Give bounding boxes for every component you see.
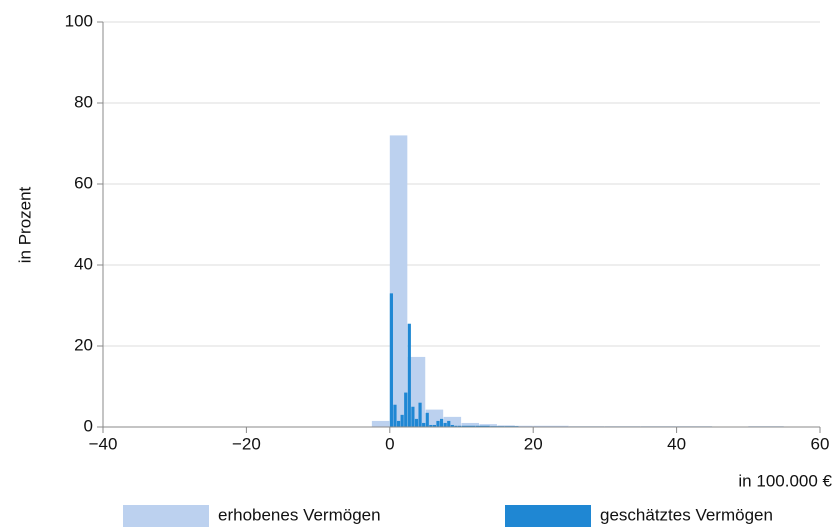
bar <box>418 402 422 427</box>
bar <box>439 418 444 427</box>
bar <box>404 392 408 427</box>
bar <box>371 420 390 427</box>
bar <box>447 420 451 427</box>
bar <box>515 425 533 427</box>
y-tick-label: 20 <box>74 335 93 354</box>
bar <box>533 425 569 427</box>
bar <box>461 425 476 427</box>
legend-swatch <box>123 505 209 527</box>
bar <box>457 425 462 427</box>
x-tick-label: 40 <box>667 434 686 453</box>
bar <box>389 293 393 427</box>
bar <box>393 404 397 427</box>
x-tick-label: −20 <box>232 434 261 453</box>
bar <box>429 424 433 427</box>
bar <box>407 323 411 427</box>
legend-label: geschätztes Vermögen <box>600 505 773 524</box>
y-axis-label: in Prozent <box>15 186 34 263</box>
y-tick-label: 60 <box>74 173 93 192</box>
legend-label: erhobenes Vermögen <box>218 505 381 524</box>
x-tick-label: 0 <box>385 434 394 453</box>
bar <box>414 418 419 427</box>
y-tick-label: 40 <box>74 254 93 273</box>
x-axis-label: in 100.000 € <box>738 471 832 490</box>
bar <box>450 424 454 427</box>
bar <box>400 414 404 427</box>
bar <box>443 422 447 427</box>
x-tick-label: 20 <box>524 434 543 453</box>
x-tick-label: −40 <box>89 434 118 453</box>
bar <box>389 135 408 427</box>
x-tick-label: 60 <box>811 434 830 453</box>
y-tick-label: 100 <box>65 11 93 30</box>
y-tick-label: 0 <box>84 416 93 435</box>
bar <box>454 425 458 427</box>
bar <box>396 420 401 427</box>
bar <box>422 422 426 427</box>
bar <box>425 412 429 427</box>
bar <box>411 406 415 427</box>
bar <box>432 424 437 427</box>
bar <box>461 422 480 427</box>
y-tick-label: 80 <box>74 92 93 111</box>
bar <box>475 425 490 427</box>
bar <box>443 416 462 427</box>
bar <box>436 420 440 427</box>
bar <box>479 424 497 427</box>
legend-swatch <box>505 505 591 527</box>
